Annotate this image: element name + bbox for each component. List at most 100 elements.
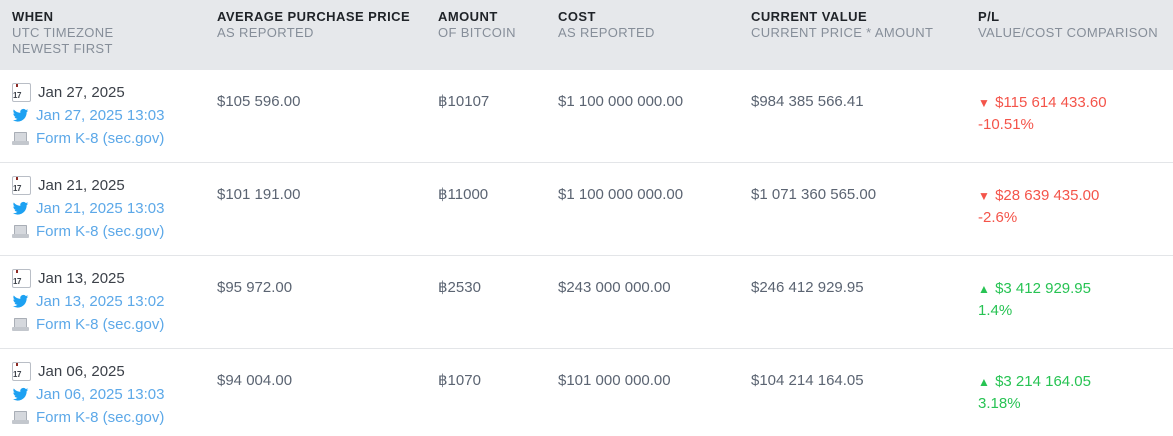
table-body: 17 Jan 27, 2025 Jan 27, 2025 13:03 Form K-8… <box>0 70 1173 436</box>
column-sub-amount: OF BITCOIN <box>438 25 516 40</box>
column-header-when: WHEN UTC TIMEZONE NEWEST FIRST <box>0 9 217 57</box>
purchase-date: 17 Jan 27, 2025 <box>12 82 207 103</box>
column-sub-pl: VALUE/COST COMPARISON <box>978 25 1158 40</box>
cell-when: 17 Jan 27, 2025 Jan 27, 2025 13:03 Form K-8… <box>0 70 217 151</box>
column-header-amount: AMOUNT OF BITCOIN <box>438 9 558 41</box>
cell-when: 17 Jan 13, 2025 Jan 13, 2025 13:02 Form K-8… <box>0 256 217 337</box>
calendar-icon: 17 <box>12 269 31 288</box>
cell-when: 17 Jan 06, 2025 Jan 06, 2025 13:03 Form K-8… <box>0 349 217 430</box>
twitter-bird-icon <box>12 200 29 217</box>
column-title-cost: COST <box>558 9 596 24</box>
pl-amount-row: ▲ $3 214 164.05 <box>978 371 1163 393</box>
tweet-link-row[interactable]: Jan 27, 2025 13:03 <box>12 105 207 126</box>
triangle-up-icon: ▲ <box>978 282 991 296</box>
column-title-pl: P/L <box>978 9 1000 24</box>
tweet-link-row[interactable]: Jan 21, 2025 13:03 <box>12 198 207 219</box>
cell-amount: ฿11000 <box>438 186 489 203</box>
table-row: 17 Jan 13, 2025 Jan 13, 2025 13:02 Form K-8… <box>0 256 1173 349</box>
cell-amount: ฿2530 <box>438 279 481 296</box>
pl-amount-label: $28 639 435.00 <box>995 187 1100 204</box>
cell-amount: ฿10107 <box>438 93 490 110</box>
pl-percent-label: 3.18% <box>978 395 1021 412</box>
filing-link-row[interactable]: Form K-8 (sec.gov) <box>12 128 207 149</box>
filing-link-row[interactable]: Form K-8 (sec.gov) <box>12 221 207 242</box>
purchase-date: 17 Jan 13, 2025 <box>12 268 207 289</box>
calendar-icon: 17 <box>12 83 31 102</box>
cell-cost: $1 100 000 000.00 <box>558 93 684 110</box>
triangle-down-icon: ▼ <box>978 96 991 110</box>
column-sub-when-timezone: UTC TIMEZONE <box>12 25 114 40</box>
laptop-icon <box>12 223 29 240</box>
column-title-amount: AMOUNT <box>438 9 498 24</box>
tweet-link[interactable]: Jan 06, 2025 13:03 <box>36 385 165 403</box>
purchase-date: 17 Jan 21, 2025 <box>12 175 207 196</box>
tweet-link-row[interactable]: Jan 06, 2025 13:03 <box>12 384 207 405</box>
filing-link-row[interactable]: Form K-8 (sec.gov) <box>12 314 207 335</box>
pl-amount-row: ▼ $28 639 435.00 <box>978 185 1163 207</box>
pl-amount-label: $3 412 929.95 <box>995 280 1091 297</box>
cell-cost: $243 000 000.00 <box>558 279 671 296</box>
cell-current-value: $104 214 164.05 <box>751 372 864 389</box>
laptop-icon <box>12 409 29 426</box>
table-row: 17 Jan 27, 2025 Jan 27, 2025 13:03 Form K-8… <box>0 70 1173 163</box>
tweet-link[interactable]: Jan 21, 2025 13:03 <box>36 199 165 217</box>
pl-amount-row: ▼ $115 614 433.60 <box>978 92 1163 114</box>
cell-average-purchase-price: $94 004.00 <box>217 372 293 389</box>
table-header-row: WHEN UTC TIMEZONE NEWEST FIRST AVERAGE P… <box>0 0 1173 70</box>
twitter-bird-icon <box>12 107 29 124</box>
column-header-average-purchase-price: AVERAGE PURCHASE PRICE AS REPORTED <box>217 9 438 41</box>
cell-pl: ▼ $115 614 433.60 -10.51% <box>978 70 1173 135</box>
column-header-pl: P/L VALUE/COST COMPARISON <box>978 9 1173 41</box>
column-title-current-value: CURRENT VALUE <box>751 9 868 24</box>
purchase-date: 17 Jan 06, 2025 <box>12 361 207 382</box>
laptop-icon <box>12 130 29 147</box>
pl-amount-row: ▲ $3 412 929.95 <box>978 278 1163 300</box>
column-sub-average-purchase-price: AS REPORTED <box>217 25 314 40</box>
cell-pl: ▲ $3 412 929.95 1.4% <box>978 256 1173 321</box>
tweet-link[interactable]: Jan 13, 2025 13:02 <box>36 292 165 310</box>
column-sub-current-value: CURRENT PRICE * AMOUNT <box>751 25 934 40</box>
cell-average-purchase-price: $95 972.00 <box>217 279 293 296</box>
cell-pl: ▲ $3 214 164.05 3.18% <box>978 349 1173 414</box>
triangle-down-icon: ▼ <box>978 189 991 203</box>
tweet-link[interactable]: Jan 27, 2025 13:03 <box>36 106 165 124</box>
sec-filing-link[interactable]: Form K-8 (sec.gov) <box>36 408 165 426</box>
triangle-up-icon: ▲ <box>978 375 991 389</box>
cell-average-purchase-price: $101 191.00 <box>217 186 301 203</box>
column-title-when: WHEN <box>12 9 54 24</box>
purchase-date-label: Jan 06, 2025 <box>38 362 125 380</box>
cell-cost: $101 000 000.00 <box>558 372 671 389</box>
twitter-bird-icon <box>12 386 29 403</box>
table-row: 17 Jan 06, 2025 Jan 06, 2025 13:03 Form K-8… <box>0 349 1173 436</box>
pl-percent-label: -2.6% <box>978 209 1018 226</box>
cell-current-value: $1 071 360 565.00 <box>751 186 877 203</box>
cell-amount: ฿1070 <box>438 372 481 389</box>
twitter-bird-icon <box>12 293 29 310</box>
cell-cost: $1 100 000 000.00 <box>558 186 684 203</box>
cell-average-purchase-price: $105 596.00 <box>217 93 301 110</box>
cell-pl: ▼ $28 639 435.00 -2.6% <box>978 163 1173 228</box>
pl-amount-label: $3 214 164.05 <box>995 373 1091 390</box>
column-sub-cost: AS REPORTED <box>558 25 655 40</box>
filing-link-row[interactable]: Form K-8 (sec.gov) <box>12 407 207 428</box>
pl-amount-label: $115 614 433.60 <box>995 94 1107 111</box>
sec-filing-link[interactable]: Form K-8 (sec.gov) <box>36 129 165 147</box>
column-header-cost: COST AS REPORTED <box>558 9 751 41</box>
cell-current-value: $984 385 566.41 <box>751 93 864 110</box>
cell-when: 17 Jan 21, 2025 Jan 21, 2025 13:03 Form K-8… <box>0 163 217 244</box>
pl-percent-label: -10.51% <box>978 116 1034 133</box>
cell-current-value: $246 412 929.95 <box>751 279 864 296</box>
purchase-date-label: Jan 27, 2025 <box>38 83 125 101</box>
sec-filing-link[interactable]: Form K-8 (sec.gov) <box>36 315 165 333</box>
column-title-average-purchase-price: AVERAGE PURCHASE PRICE <box>217 9 411 24</box>
purchase-date-label: Jan 13, 2025 <box>38 269 125 287</box>
column-sub-when-order: NEWEST FIRST <box>12 41 113 56</box>
pl-percent-label: 1.4% <box>978 302 1013 319</box>
sec-filing-link[interactable]: Form K-8 (sec.gov) <box>36 222 165 240</box>
calendar-icon: 17 <box>12 176 31 195</box>
laptop-icon <box>12 316 29 333</box>
tweet-link-row[interactable]: Jan 13, 2025 13:02 <box>12 291 207 312</box>
column-header-current-value: CURRENT VALUE CURRENT PRICE * AMOUNT <box>751 9 978 41</box>
calendar-icon: 17 <box>12 362 31 381</box>
